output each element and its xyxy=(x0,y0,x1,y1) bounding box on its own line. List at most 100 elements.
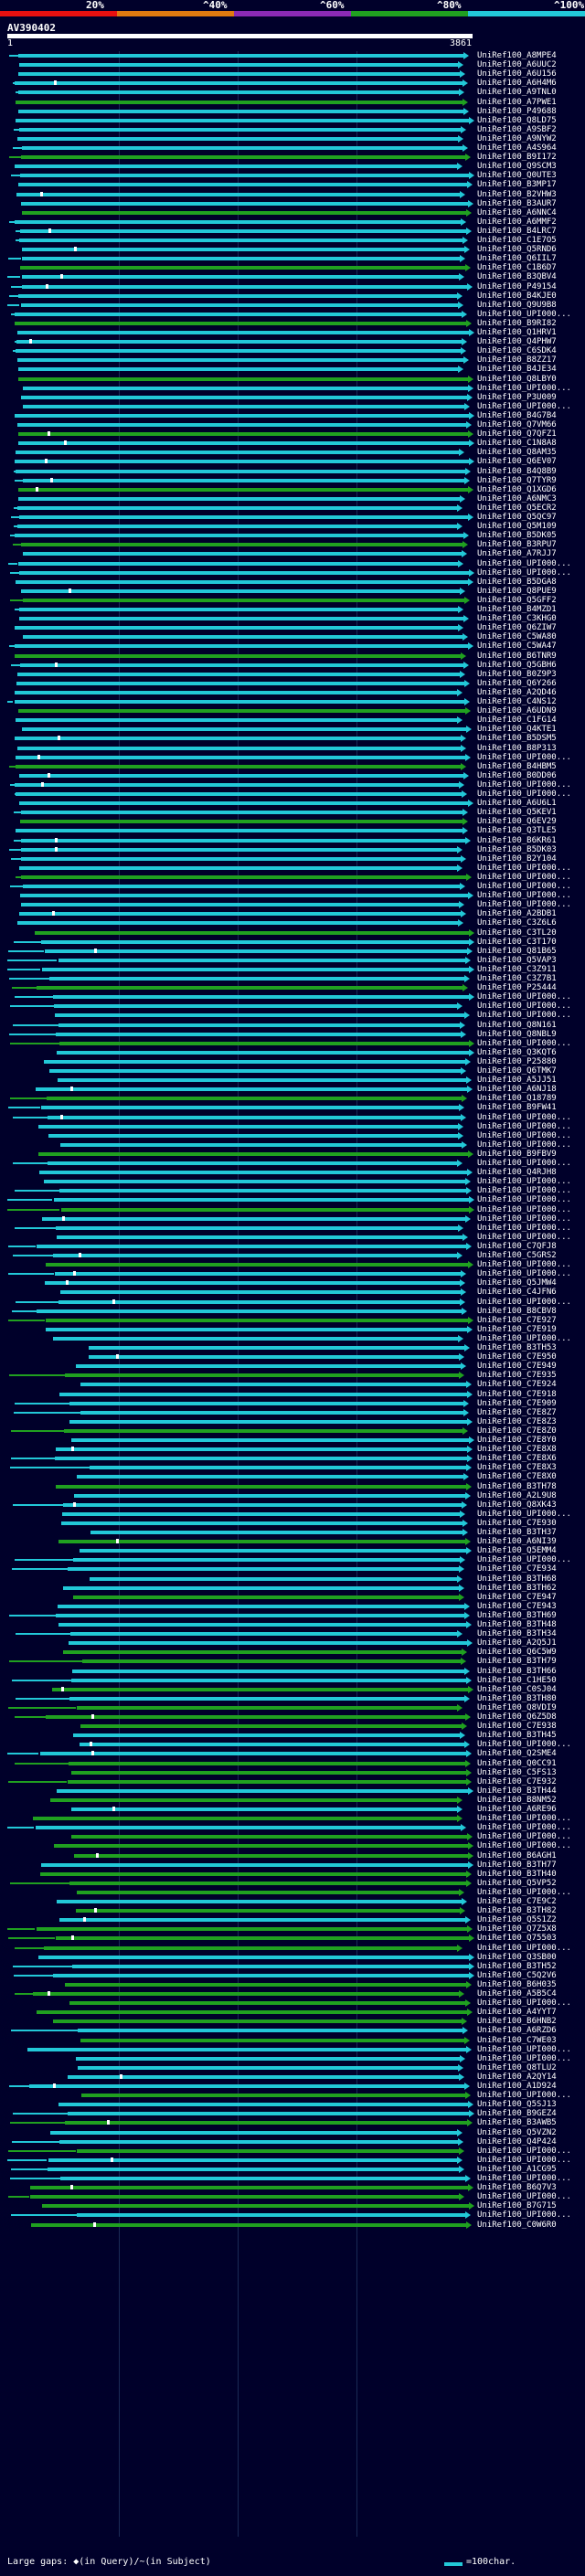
hit-link[interactable]: UniRef100_A6UUC2 xyxy=(477,60,557,70)
hit-link[interactable]: UniRef100_Q8PUE9 xyxy=(477,586,557,596)
hit-link[interactable]: UniRef100_B6KR61 xyxy=(477,835,557,845)
hit-link[interactable]: UniRef100_UPI000... xyxy=(477,1186,571,1196)
hit-link[interactable]: UniRef100_A6NJ18 xyxy=(477,1085,557,1095)
hit-link[interactable]: UniRef100_A6UDN9 xyxy=(477,706,557,716)
hit-link[interactable]: UniRef100_B3QBV4 xyxy=(477,272,557,282)
hit-link[interactable]: UniRef100_C4NS12 xyxy=(477,697,557,706)
hit-link[interactable]: UniRef100_UPI000... xyxy=(477,558,571,568)
hit-link[interactable]: UniRef100_C7E8X8 xyxy=(477,1445,557,1455)
hit-link[interactable]: UniRef100_UPI000... xyxy=(477,2053,571,2063)
hit-link[interactable]: UniRef100_Q5M109 xyxy=(477,522,557,532)
hit-link[interactable]: UniRef100_Q5GFF2 xyxy=(477,595,557,605)
hit-link[interactable]: UniRef100_C7E8Z7 xyxy=(477,1407,557,1417)
hit-link[interactable]: UniRef100_UPI000... xyxy=(477,882,571,891)
hit-link[interactable]: UniRef100_Q0UTE3 xyxy=(477,171,557,181)
hit-link[interactable]: UniRef100_B9FW41 xyxy=(477,1103,557,1113)
hit-link[interactable]: UniRef100_C7E932 xyxy=(477,1776,557,1786)
hit-link[interactable]: UniRef100_UPI000... xyxy=(477,1002,571,1012)
hit-link[interactable]: UniRef100_C1HE50 xyxy=(477,1675,557,1685)
hit-link[interactable]: UniRef100_C7E8Z3 xyxy=(477,1416,557,1426)
hit-link[interactable]: UniRef100_Q6EV07 xyxy=(477,457,557,467)
hit-link[interactable]: UniRef100_C5WA47 xyxy=(477,641,557,652)
hit-link[interactable]: UniRef100_Q6Y266 xyxy=(477,678,557,688)
hit-link[interactable]: UniRef100_C6SDK4 xyxy=(477,346,557,356)
hit-link[interactable]: UniRef100_A9SBF2 xyxy=(477,124,557,134)
hit-link[interactable]: UniRef100_B8CBV8 xyxy=(477,1306,557,1316)
hit-link[interactable]: UniRef100_Q5JMW4 xyxy=(477,1278,557,1288)
hit-link[interactable]: UniRef100_C5GRS2 xyxy=(477,1251,557,1260)
hit-link[interactable]: UniRef100_C3KHG0 xyxy=(477,614,557,624)
hit-link[interactable]: UniRef100_B3AUR7 xyxy=(477,198,557,208)
hit-link[interactable]: UniRef100_P25444 xyxy=(477,983,557,993)
hit-link[interactable]: UniRef100_UPI000... xyxy=(477,1140,571,1150)
hit-link[interactable]: UniRef100_C7E924 xyxy=(477,1380,557,1390)
hit-link[interactable]: UniRef100_C7E930 xyxy=(477,1518,557,1528)
hit-link[interactable]: UniRef100_UPI000... xyxy=(477,1297,571,1307)
hit-link[interactable]: UniRef100_B3TH62 xyxy=(477,1583,557,1593)
hit-link[interactable]: UniRef100_B2Y104 xyxy=(477,853,557,864)
hit-link[interactable]: UniRef100_Q2SME4 xyxy=(477,1749,557,1759)
hit-link[interactable]: UniRef100_B6AGH1 xyxy=(477,1850,557,1860)
hit-link[interactable]: UniRef100_Q4P424 xyxy=(477,2136,557,2147)
hit-link[interactable]: UniRef100_B4KJE0 xyxy=(477,291,557,301)
hit-link[interactable]: UniRef100_Q7TYR9 xyxy=(477,475,557,485)
hit-link[interactable]: UniRef100_Q0CC91 xyxy=(477,1758,557,1768)
hit-link[interactable]: UniRef100_Q8N161 xyxy=(477,1020,557,1030)
hit-link[interactable]: UniRef100_UPI000... xyxy=(477,401,571,411)
hit-link[interactable]: UniRef100_UPI000... xyxy=(477,2155,571,2165)
hit-link[interactable]: UniRef100_UPI000... xyxy=(477,1823,571,1833)
hit-link[interactable]: UniRef100_B3AWB5 xyxy=(477,2118,557,2128)
hit-link[interactable]: UniRef100_C3Z6L6 xyxy=(477,918,557,928)
hit-link[interactable]: UniRef100_A8MPE4 xyxy=(477,51,557,60)
hit-link[interactable]: UniRef100_B0Z9P3 xyxy=(477,669,557,679)
hit-link[interactable]: UniRef100_Q9SCM3 xyxy=(477,162,557,172)
hit-link[interactable]: UniRef100_UPI000... xyxy=(477,790,571,799)
hit-link[interactable]: UniRef100_C1N8A8 xyxy=(477,439,557,449)
hit-link[interactable]: UniRef100_UPI000... xyxy=(477,1998,571,2009)
hit-link[interactable]: UniRef100_Q5QC97 xyxy=(477,513,557,522)
hit-link[interactable]: UniRef100_UPI000... xyxy=(477,1740,571,1750)
hit-link[interactable]: UniRef100_C7E8X6 xyxy=(477,1454,557,1464)
hit-link[interactable]: UniRef100_A7RJJ7 xyxy=(477,549,557,559)
hit-link[interactable]: UniRef100_Q6C5W9 xyxy=(477,1648,557,1658)
hit-link[interactable]: UniRef100_B3MP17 xyxy=(477,180,557,190)
hit-link[interactable]: UniRef100_B9GEZ4 xyxy=(477,2109,557,2119)
hit-link[interactable]: UniRef100_A7PWE1 xyxy=(477,97,557,107)
hit-link[interactable]: UniRef100_B0DD06 xyxy=(477,770,557,780)
hit-link[interactable]: UniRef100_UPI000... xyxy=(477,1038,571,1048)
hit-link[interactable]: UniRef100_C0SJ04 xyxy=(477,1684,557,1694)
hit-link[interactable]: UniRef100_A1CG95 xyxy=(477,2164,557,2174)
hit-link[interactable]: UniRef100_A9NYW2 xyxy=(477,133,557,143)
hit-link[interactable]: UniRef100_B5DGA8 xyxy=(477,577,557,587)
hit-link[interactable]: UniRef100_Q5EMM4 xyxy=(477,1546,557,1556)
hit-link[interactable]: UniRef100_Q8VDI9 xyxy=(477,1702,557,1712)
hit-link[interactable]: UniRef100_UPI000... xyxy=(477,1832,571,1842)
hit-link[interactable]: UniRef100_Q1XGD6 xyxy=(477,484,557,494)
hit-link[interactable]: UniRef100_A6H4M6 xyxy=(477,79,557,89)
hit-link[interactable]: UniRef100_Q18789 xyxy=(477,1094,557,1104)
hit-link[interactable]: UniRef100_Q6Z5D8 xyxy=(477,1712,557,1722)
hit-link[interactable]: UniRef100_UPI000... xyxy=(477,567,571,578)
hit-link[interactable]: UniRef100_B2VHW3 xyxy=(477,189,557,199)
hit-link[interactable]: UniRef100_Q4RJH8 xyxy=(477,1168,557,1178)
hit-link[interactable]: UniRef100_Q75503 xyxy=(477,1934,557,1944)
hit-link[interactable]: UniRef100_P25880 xyxy=(477,1056,557,1066)
hit-link[interactable]: UniRef100_UPI000... xyxy=(477,1159,571,1168)
hit-link[interactable]: UniRef100_B3TH44 xyxy=(477,1786,557,1796)
hit-link[interactable]: UniRef100_UPI000... xyxy=(477,992,571,1002)
hit-link[interactable]: UniRef100_C7E938 xyxy=(477,1722,557,1732)
hit-link[interactable]: UniRef100_B6TNR9 xyxy=(477,651,557,661)
hit-link[interactable]: UniRef100_A4S964 xyxy=(477,143,557,153)
hit-link[interactable]: UniRef100_B9FBV9 xyxy=(477,1149,557,1159)
hit-link[interactable]: UniRef100_A5JJ51 xyxy=(477,1076,557,1086)
hit-link[interactable]: UniRef100_B3TH79 xyxy=(477,1657,557,1667)
hit-link[interactable]: UniRef100_UPI000... xyxy=(477,1333,571,1343)
hit-link[interactable]: UniRef100_C7E947 xyxy=(477,1592,557,1602)
hit-link[interactable]: UniRef100_B6H035 xyxy=(477,1979,557,1989)
hit-link[interactable]: UniRef100_UPI000... xyxy=(477,2146,571,2156)
hit-link[interactable]: UniRef100_A2QD46 xyxy=(477,687,557,697)
hit-link[interactable]: UniRef100_UPI000... xyxy=(477,309,571,319)
hit-link[interactable]: UniRef100_Q8XK43 xyxy=(477,1500,557,1510)
hit-link[interactable]: UniRef100_B5DK05 xyxy=(477,531,557,541)
hit-link[interactable]: UniRef100_B4MZD1 xyxy=(477,605,557,614)
